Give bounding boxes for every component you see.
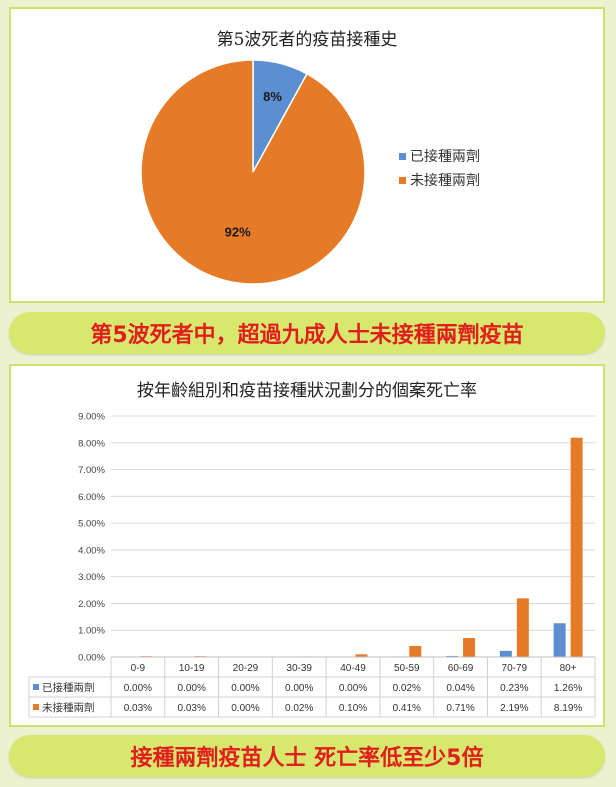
y-tick-label: 2.00%	[78, 599, 105, 610]
pie-chart: 8% 92%	[140, 59, 366, 285]
data-label: 0.00%	[285, 683, 313, 694]
data-label: 0.02%	[285, 703, 313, 714]
series-name: 未接種兩劑	[42, 701, 95, 714]
y-tick-label: 8.00%	[78, 438, 105, 449]
bar-chart: 0.00% 1.00% 2.00% 3.00% 4.00% 5.00% 6.00% 7.00%…	[28, 412, 596, 718]
data-label: 0.03%	[124, 703, 152, 714]
pie-legend-item: 未接種兩劑	[399, 170, 480, 190]
bar	[499, 650, 512, 657]
bar	[409, 646, 422, 657]
bar-chart-panel: 按年齡組別和疫苗接種狀況劃分的個案死亡率 0.00% 1.00% 2.00% 3.00…	[9, 364, 605, 727]
data-label: 0.04%	[446, 683, 474, 694]
pie-slice-label: 8%	[263, 89, 282, 104]
pie-legend-item: 已接種兩劑	[399, 146, 480, 166]
data-label: 0.00%	[231, 703, 259, 714]
data-label: 0.02%	[393, 683, 421, 694]
x-tick-label: 0-9	[131, 663, 146, 674]
data-label: 0.03%	[177, 703, 205, 714]
pie-chart-panel: 第5波死者的疫苗接種史 8% 92% 已接種兩劑未接種兩劑	[9, 7, 605, 303]
legend-swatch	[33, 684, 39, 690]
data-label: 0.00%	[231, 683, 259, 694]
data-label: 1.26%	[554, 683, 582, 694]
y-tick-label: 1.00%	[78, 626, 105, 637]
pie-chart-title: 第5波死者的疫苗接種史	[216, 30, 398, 50]
bar-chart-title: 按年齡組別和疫苗接種狀況劃分的個案死亡率	[137, 381, 477, 401]
headline-banner-bottom: 接種兩劑疫苗人士 死亡率低至少5倍	[9, 735, 605, 777]
bar	[570, 437, 583, 657]
legend-swatch	[399, 152, 406, 160]
x-tick-label: 10-19	[179, 663, 205, 674]
series-name: 已接種兩劑	[42, 681, 95, 694]
data-label: 2.19%	[500, 703, 528, 714]
data-label: 0.23%	[500, 683, 528, 694]
legend-swatch	[33, 704, 39, 710]
data-label: 0.00%	[124, 683, 152, 694]
x-tick-label: 80+	[560, 663, 577, 674]
bar	[355, 654, 368, 657]
x-tick-label: 30-39	[286, 663, 312, 674]
data-label: 0.00%	[339, 683, 367, 694]
data-label: 0.71%	[446, 703, 474, 714]
bar	[553, 623, 566, 657]
pie-legend-label: 未接種兩劑	[410, 173, 480, 189]
legend-swatch	[399, 176, 406, 184]
y-tick-label: 6.00%	[78, 492, 105, 503]
y-tick-label: 0.00%	[78, 653, 105, 664]
data-label: 0.00%	[177, 683, 205, 694]
data-label: 0.41%	[393, 703, 421, 714]
bar	[516, 598, 529, 657]
data-label: 8.19%	[554, 703, 582, 714]
x-tick-label: 20-29	[233, 663, 259, 674]
y-tick-label: 7.00%	[78, 465, 105, 476]
data-label: 0.10%	[339, 703, 367, 714]
bar	[463, 637, 476, 657]
bar	[446, 655, 459, 657]
headline-banner-top: 第5波死者中，超過九成人士未接種兩劑疫苗	[9, 312, 605, 354]
y-tick-label: 4.00%	[78, 545, 105, 556]
y-tick-label: 5.00%	[78, 519, 105, 530]
y-tick-label: 3.00%	[78, 572, 105, 583]
y-tick-label: 9.00%	[78, 412, 105, 423]
x-tick-label: 60-69	[448, 663, 474, 674]
pie-slice-label: 92%	[225, 225, 251, 240]
x-tick-label: 70-79	[502, 663, 528, 674]
pie-slice	[140, 59, 366, 285]
x-tick-label: 40-49	[340, 663, 366, 674]
pie-legend-label: 已接種兩劑	[410, 149, 480, 165]
x-tick-label: 50-59	[394, 663, 420, 674]
